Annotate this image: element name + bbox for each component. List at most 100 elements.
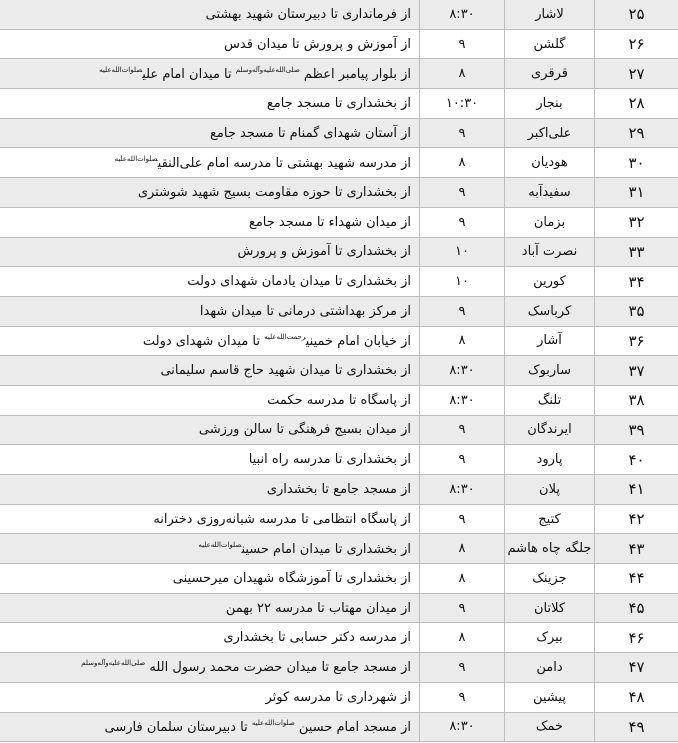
table-row: ۳۲ بزمان ۹ از میدان شهداء تا مسجد جامع — [0, 207, 678, 238]
row-number: ۳۵ — [594, 296, 678, 327]
table-row: ۳۸ تلنگ ۸:۳۰ از پاسگاه تا مدرسه حکمت — [0, 385, 678, 416]
route-text: از مدرسه دکتر حسابی تا بخشداری — [223, 630, 411, 646]
route-text: تا میدان امام علی — [142, 66, 236, 82]
route-cell: از بخشداری تا میدان یادمان شهدای دولت — [0, 266, 420, 297]
city-cell: بزمان — [504, 207, 595, 238]
time-cell: ۸:۳۰ — [419, 385, 505, 416]
route-cell: از بلوار پیامبر اعظم صلی‌الله‌علیه‌وآله‌… — [0, 58, 420, 90]
table-row: ۳۰ هودیان ۸ از مدرسه شهید بهشتی تا مدرسه ام… — [0, 147, 678, 179]
route-text: تا میدان شهدای دولت — [142, 333, 265, 349]
city-cell: ساربوک — [504, 355, 595, 386]
city-cell: کتیج — [504, 504, 595, 535]
city-cell: جلگه چاه هاشم — [504, 533, 595, 565]
route-cell: از بخشداری تا مسجد جامع — [0, 88, 420, 119]
route-text: از مسجد امام حسین — [294, 719, 411, 735]
time-cell: ۱۰ — [419, 266, 505, 297]
route-cell: از بخشداری تا مدرسه راه انبیا — [0, 444, 420, 475]
time-cell: ۱۰ — [419, 237, 505, 268]
city-cell: لاشار — [504, 0, 595, 30]
route-text: از شهرداری تا مدرسه کوثر — [265, 689, 411, 705]
table-row: ۴۲ کتیج ۹ از پاسگاه انتظامی تا مدرسه شبانه‌… — [0, 504, 678, 535]
row-number: ۳۴ — [594, 266, 678, 297]
route-text: از میدان شهداء تا مسجد جامع — [248, 214, 411, 230]
row-number: ۳۲ — [594, 207, 678, 238]
city-cell: قرقری — [504, 58, 595, 90]
route-text: از میدان مهتاب تا مدرسه ۲۲ بهمن — [225, 600, 411, 616]
table-row: ۳۳ نصرت آباد ۱۰ از بخشداری تا آموزش و پرورش — [0, 237, 678, 268]
row-number: ۴۹ — [594, 712, 678, 743]
time-cell: ۹ — [419, 415, 505, 446]
row-number: ۳۳ — [594, 237, 678, 268]
honorific-superscript: صلی‌الله‌علیه‌وآله‌وسلم — [81, 659, 146, 668]
city-cell: کلاتان — [504, 593, 595, 624]
row-number: ۳۹ — [594, 415, 678, 446]
route-text: از آموزش و پرورش تا میدان قدس — [224, 36, 411, 52]
time-cell: ۹ — [419, 504, 505, 535]
route-cell: از بخشداری تا حوزه مقاومت بسیج شهید شوشت… — [0, 177, 420, 208]
time-cell: ۹ — [419, 207, 505, 238]
row-number: ۲۹ — [594, 118, 678, 149]
city-cell: علی‌اکبر — [504, 118, 595, 149]
row-number: ۲۷ — [594, 58, 678, 90]
table-row: ۴۴ جزینک ۸ از بخشداری تا آموزشگاه شهیدان می… — [0, 563, 678, 594]
row-number: ۴۱ — [594, 474, 678, 505]
time-cell: ۸ — [419, 147, 505, 179]
time-cell: ۸ — [419, 326, 505, 357]
row-number: ۴۸ — [594, 682, 678, 713]
route-cell: از بخشداری تا میدان شهید حاج قاسم سلیمان… — [0, 355, 420, 386]
honorific-superscript: صلوات‌الله‌علیه — [99, 65, 143, 74]
route-text: از بخشداری تا میدان شهید حاج قاسم سلیمان… — [160, 363, 411, 379]
city-cell: کرباسک — [504, 296, 595, 327]
row-number: ۳۰ — [594, 147, 678, 179]
route-text: از بخشداری تا مدرسه راه انبیا — [248, 452, 411, 468]
route-text: از مدرسه شهید بهشتی تا مدرسه امام علی‌ال… — [157, 155, 411, 171]
route-cell: از آموزش و پرورش تا میدان قدس — [0, 29, 420, 60]
row-number: ۴۷ — [594, 652, 678, 683]
route-text: از مسجد جامع تا بخشداری — [266, 481, 411, 497]
honorific-superscript: صلوات‌الله‌علیه — [251, 718, 295, 727]
route-text: از بخشداری تا حوزه مقاومت بسیج شهید شوشت… — [137, 184, 411, 200]
time-cell: ۸:۳۰ — [419, 355, 505, 386]
route-cell: از بخشداری تا آموزشگاه شهیدان میرحسینی — [0, 563, 420, 594]
row-number: ۴۲ — [594, 504, 678, 535]
row-number: ۲۸ — [594, 88, 678, 119]
time-cell: ۹ — [419, 296, 505, 327]
row-number: ۴۰ — [594, 444, 678, 475]
route-text: از مرکز بهداشتی درمانی تا میدان شهدا — [199, 303, 411, 319]
table-row: ۳۵ کرباسک ۹ از مرکز بهداشتی درمانی تا میدان… — [0, 296, 678, 327]
route-cell: از میدان شهداء تا مسجد جامع — [0, 207, 420, 238]
route-text: از بلوار پیامبر اعظم — [299, 66, 411, 82]
table-row: ۳۶ آشار ۸ از خیابان امام خمینیرحمت‌الله‌علی… — [0, 326, 678, 357]
city-cell: پلان — [504, 474, 595, 505]
route-cell: از مدرسه دکتر حسابی تا بخشداری — [0, 622, 420, 654]
time-cell: ۹ — [419, 29, 505, 60]
row-number: ۳۱ — [594, 177, 678, 208]
city-cell: دامن — [504, 652, 595, 683]
route-cell: از پاسگاه تا مدرسه حکمت — [0, 385, 420, 416]
time-cell: ۹ — [419, 444, 505, 475]
route-cell: از پاسگاه انتظامی تا مدرسه شبانه‌روزی دخ… — [0, 504, 420, 535]
table-row: ۲۹ علی‌اکبر ۹ از آستان شهدای گمنام تا مسجد … — [0, 118, 678, 149]
time-cell: ۸ — [419, 58, 505, 90]
city-cell: بیرک — [504, 622, 595, 654]
time-cell: ۹ — [419, 177, 505, 208]
table-row: ۲۶ گلشن ۹ از آموزش و پرورش تا میدان قدس — [0, 29, 678, 60]
row-number: ۴۴ — [594, 563, 678, 594]
time-cell: ۸:۳۰ — [419, 712, 505, 743]
route-cell: از مرکز بهداشتی درمانی تا میدان شهدا — [0, 296, 420, 327]
time-cell: ۹ — [419, 652, 505, 683]
row-number: ۲۵ — [594, 0, 678, 30]
route-cell: از مسجد جامع تا بخشداری — [0, 474, 420, 505]
route-text: از آستان شهدای گمنام تا مسجد جامع — [210, 125, 411, 141]
table-row: ۲۸ بنجار ۱۰:۳۰ از بخشداری تا مسجد جامع — [0, 88, 678, 119]
time-cell: ۱۰:۳۰ — [419, 88, 505, 119]
route-cell: از بخشداری تا میدان امام حسینصلوات‌الله‌… — [0, 533, 420, 565]
row-number: ۳۸ — [594, 385, 678, 416]
table-row: ۲۷ قرقری ۸ از بلوار پیامبر اعظم صلی‌الله‌عل… — [0, 58, 678, 90]
time-cell: ۸ — [419, 563, 505, 594]
table-row: ۴۱ پلان ۸:۳۰ از مسجد جامع تا بخشداری — [0, 474, 678, 505]
route-text: از مسجد جامع تا میدان حضرت محمد رسول الل… — [145, 660, 411, 676]
route-text: از فرمانداری تا دبیرستان شهید بهشتی — [205, 6, 411, 22]
city-cell: تلنگ — [504, 385, 595, 416]
city-cell: سفیدآبه — [504, 177, 595, 208]
